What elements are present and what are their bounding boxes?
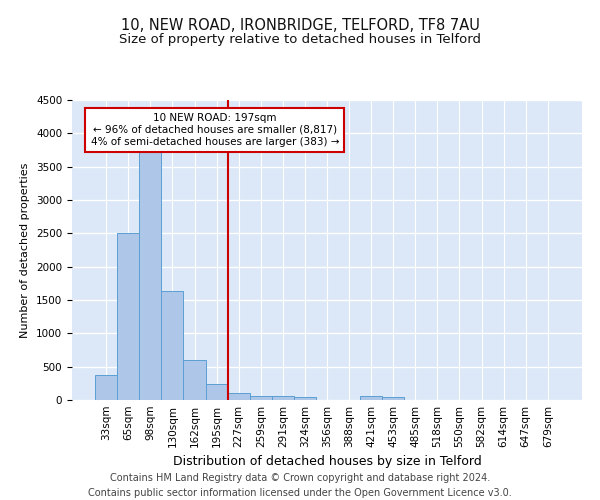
Bar [184, 360, 206, 400]
Bar [139, 150, 161, 400]
Bar [272, 396, 294, 400]
Text: Size of property relative to detached houses in Telford: Size of property relative to detached ho… [119, 32, 481, 46]
Y-axis label: Number of detached properties: Number of detached properties [20, 162, 31, 338]
Text: 10, NEW ROAD, IRONBRIDGE, TELFORD, TF8 7AU: 10, NEW ROAD, IRONBRIDGE, TELFORD, TF8 7… [121, 18, 479, 32]
Bar [227, 392, 250, 400]
Bar [294, 396, 316, 400]
Bar [117, 234, 139, 400]
X-axis label: Distribution of detached houses by size in Telford: Distribution of detached houses by size … [173, 456, 481, 468]
Bar [95, 374, 117, 400]
Bar [161, 290, 184, 400]
Bar [360, 396, 382, 400]
Bar [250, 396, 272, 400]
Bar [206, 384, 227, 400]
Text: Contains HM Land Registry data © Crown copyright and database right 2024.
Contai: Contains HM Land Registry data © Crown c… [88, 472, 512, 498]
Text: 10 NEW ROAD: 197sqm
← 96% of detached houses are smaller (8,817)
4% of semi-deta: 10 NEW ROAD: 197sqm ← 96% of detached ho… [91, 114, 339, 146]
Bar [382, 396, 404, 400]
